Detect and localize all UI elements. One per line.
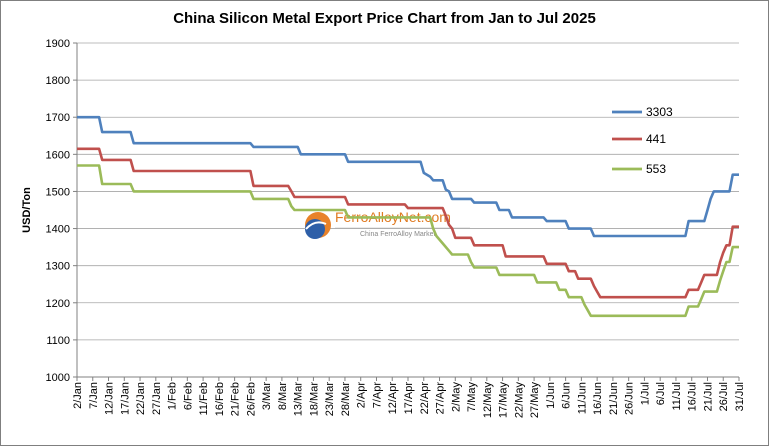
- x-tick-label: 1/Jul: [639, 382, 651, 405]
- x-tick-label: 23/Mar: [324, 382, 336, 417]
- x-tick-label: 12/Jan: [104, 382, 116, 415]
- y-tick-label: 1600: [46, 149, 70, 161]
- x-tick-label: 26/Jun: [624, 382, 636, 415]
- x-tick-label: 18/Mar: [308, 382, 320, 417]
- x-tick-label: 26/Feb: [245, 382, 257, 416]
- x-tick-label: 21/Jun: [608, 382, 620, 415]
- y-tick-label: 1700: [46, 112, 70, 124]
- x-tick-label: 12/May: [482, 382, 494, 419]
- x-tick-label: 2/Jan: [72, 382, 84, 409]
- x-tick-label: 22/May: [513, 382, 525, 419]
- series-line-3303: [77, 115, 739, 238]
- x-tick-label: 28/Mar: [340, 382, 352, 417]
- x-tick-label: 11/Jul: [671, 382, 683, 411]
- x-tick-label: 21/Feb: [230, 382, 242, 416]
- x-tick-label: 8/Mar: [277, 382, 289, 410]
- x-tick-label: 3/Mar: [261, 382, 273, 410]
- x-tick-label: 1/Feb: [167, 382, 179, 410]
- x-tick-label: 7/Apr: [371, 382, 383, 409]
- x-tick-label: 6/Jul: [655, 382, 667, 405]
- x-tick-label: 11/Jun: [576, 382, 588, 414]
- x-tick-label: 27/Jan: [151, 382, 163, 415]
- y-tick-label: 1300: [46, 261, 70, 273]
- x-tick-label: 11/Feb: [198, 382, 210, 415]
- y-tick-label: 1100: [46, 335, 70, 347]
- y-axis-label: USD/Ton: [21, 187, 33, 233]
- series-line-441: [77, 147, 739, 299]
- y-tick-label: 1200: [46, 298, 70, 310]
- legend-label-441: 441: [646, 132, 666, 146]
- x-tick-label: 27/May: [529, 382, 541, 419]
- x-tick-label: 6/Jun: [561, 382, 573, 409]
- x-tick-label: 21/Jul: [702, 382, 714, 411]
- y-tick-label: 1800: [46, 75, 70, 87]
- watermark-sub: China FerroAlloy Market: [360, 231, 436, 238]
- y-tick-label: 1400: [46, 224, 70, 236]
- axes: [76, 43, 740, 381]
- x-tick-label: 7/Jan: [88, 382, 100, 409]
- chart-title: China Silicon Metal Export Price Chart f…: [173, 10, 596, 27]
- x-tick-label: 7/May: [466, 382, 478, 412]
- x-tick-label: 27/Apr: [435, 382, 447, 415]
- y-tick-label: 1000: [46, 372, 70, 384]
- x-tick-label: 22/Jan: [135, 382, 147, 415]
- x-tick-label: 1/Jun: [545, 382, 557, 409]
- series-lines: [77, 115, 739, 318]
- x-tick-label: 17/Jan: [119, 382, 131, 415]
- x-tick-label: 16/Feb: [214, 382, 226, 416]
- gridlines: [73, 42, 739, 378]
- x-tick-label: 16/Jun: [592, 382, 604, 415]
- x-tick-label: 22/Apr: [419, 382, 431, 415]
- x-tick-label: 17/May: [498, 382, 510, 419]
- x-tick-label: 26/Jul: [718, 382, 730, 411]
- legend-label-3303: 3303: [646, 105, 673, 119]
- x-tick-label: 17/Apr: [403, 382, 415, 415]
- y-tick-labels: 1000 1100 1200 1300 1400 1500 1600 1700 1800 1900: [46, 38, 70, 384]
- x-tick-label: 13/Mar: [293, 382, 305, 417]
- x-tick-label: 31/Jul: [734, 382, 746, 411]
- legend-label-553: 553: [646, 162, 666, 176]
- series-line-553: [77, 164, 739, 318]
- watermark-globe-inner-icon: [305, 219, 325, 239]
- x-tick-label: 2/May: [450, 382, 462, 412]
- x-tick-labels: 2/Jan 7/Jan 12/Jan 17/Jan 22/Jan 27/Jan 1/Feb 6…: [72, 382, 746, 419]
- legend: 3303 441 553: [612, 105, 673, 176]
- x-tick-label: 16/Jul: [687, 382, 699, 411]
- x-tick-label: 6/Feb: [182, 382, 194, 410]
- x-tick-label: 2/Apr: [356, 382, 368, 409]
- x-tick-label: 12/Apr: [387, 382, 399, 415]
- y-tick-label: 1900: [46, 38, 70, 50]
- y-tick-label: 1500: [46, 186, 70, 198]
